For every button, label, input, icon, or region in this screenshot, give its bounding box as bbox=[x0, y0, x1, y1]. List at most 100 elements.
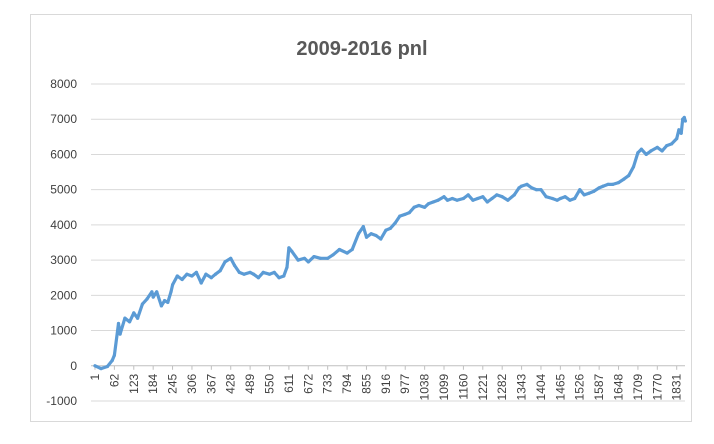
x-tick-label: 1709 bbox=[631, 373, 645, 400]
data-point bbox=[582, 193, 586, 197]
data-point bbox=[423, 205, 427, 209]
x-tick-label: 1343 bbox=[515, 373, 529, 400]
data-point bbox=[185, 272, 189, 276]
data-point bbox=[636, 151, 640, 155]
data-point bbox=[272, 270, 276, 274]
data-point bbox=[611, 182, 615, 186]
data-point bbox=[495, 193, 499, 197]
data-point bbox=[412, 205, 416, 209]
series-layer bbox=[93, 115, 687, 371]
x-tick-label: 245 bbox=[166, 373, 180, 393]
data-point bbox=[218, 269, 222, 273]
data-point bbox=[407, 211, 411, 215]
x-tick-label: 550 bbox=[263, 373, 277, 393]
data-point bbox=[163, 299, 167, 303]
data-point bbox=[601, 184, 605, 188]
data-point bbox=[431, 200, 435, 204]
data-point bbox=[398, 214, 402, 218]
x-tick-label: 123 bbox=[127, 373, 141, 393]
data-point bbox=[445, 198, 450, 202]
data-point bbox=[242, 272, 246, 276]
y-tick-label: -1000 bbox=[46, 394, 77, 408]
x-tick-label: 1648 bbox=[612, 373, 626, 400]
data-point bbox=[471, 198, 475, 202]
data-point bbox=[136, 316, 140, 320]
x-tick-label: 1404 bbox=[534, 373, 548, 400]
data-point bbox=[118, 332, 122, 336]
data-point bbox=[267, 272, 272, 276]
data-point bbox=[190, 274, 194, 278]
data-point bbox=[350, 247, 354, 252]
data-point bbox=[679, 131, 683, 135]
x-tick-label: 672 bbox=[301, 373, 315, 393]
data-point bbox=[558, 196, 563, 201]
data-point bbox=[555, 198, 559, 202]
data-point bbox=[436, 198, 440, 202]
y-tick-label: 5000 bbox=[50, 183, 77, 197]
data-point bbox=[442, 195, 446, 199]
data-point bbox=[171, 283, 175, 287]
data-point bbox=[116, 321, 121, 326]
data-point bbox=[622, 177, 626, 181]
data-point bbox=[534, 188, 539, 192]
data-point bbox=[213, 272, 218, 276]
data-point bbox=[481, 195, 485, 199]
x-tick-label: 977 bbox=[398, 373, 412, 393]
y-tick-label: 3000 bbox=[50, 253, 77, 267]
data-point bbox=[229, 256, 233, 260]
data-point bbox=[476, 196, 480, 201]
x-tick-label: 1038 bbox=[418, 373, 432, 400]
data-point bbox=[155, 290, 159, 294]
x-tick-label: 489 bbox=[243, 373, 257, 393]
data-point bbox=[517, 186, 521, 190]
data-point bbox=[237, 270, 241, 274]
data-point bbox=[639, 147, 644, 151]
data-point bbox=[345, 251, 349, 255]
data-point bbox=[99, 367, 103, 371]
y-axis-ticks: 8000 7000 6000 5000 4000 3000 2000 1000 0 -1000 bbox=[46, 77, 77, 408]
data-point bbox=[364, 235, 369, 239]
data-point bbox=[282, 274, 286, 278]
x-tick-label: 1465 bbox=[553, 373, 567, 400]
y-tick-label: 6000 bbox=[50, 147, 77, 161]
data-point bbox=[209, 276, 213, 280]
x-tick-label: 1099 bbox=[437, 373, 451, 400]
data-point bbox=[277, 276, 281, 280]
y-tick-label: 7000 bbox=[50, 112, 77, 126]
data-point bbox=[112, 353, 116, 357]
x-tick-label: 733 bbox=[321, 373, 335, 393]
x-tick-label: 855 bbox=[359, 373, 373, 393]
data-point bbox=[248, 270, 252, 274]
data-point bbox=[361, 225, 365, 229]
data-point bbox=[132, 311, 136, 315]
data-point bbox=[606, 182, 610, 186]
data-point bbox=[261, 270, 265, 274]
data-point bbox=[110, 358, 114, 363]
data-point bbox=[123, 316, 127, 320]
x-tick-label: 306 bbox=[185, 373, 199, 393]
data-point bbox=[466, 193, 470, 197]
data-point bbox=[379, 237, 383, 241]
data-point bbox=[455, 198, 459, 202]
data-point bbox=[627, 174, 631, 178]
data-point bbox=[550, 196, 555, 201]
data-point bbox=[682, 115, 686, 120]
data-point bbox=[525, 182, 529, 186]
data-point bbox=[180, 277, 184, 282]
data-point bbox=[490, 196, 494, 201]
data-point bbox=[159, 304, 163, 308]
data-point bbox=[670, 142, 674, 146]
data-point bbox=[644, 152, 648, 156]
data-point bbox=[337, 247, 341, 252]
data-point bbox=[660, 149, 664, 153]
chart-title: 2009-2016 pnl bbox=[296, 38, 427, 60]
x-tick-label: 367 bbox=[204, 373, 218, 393]
data-point bbox=[145, 297, 149, 301]
data-point bbox=[194, 270, 198, 274]
data-point bbox=[312, 255, 316, 259]
data-point bbox=[665, 144, 669, 148]
data-point bbox=[563, 195, 567, 199]
data-point bbox=[587, 191, 591, 195]
data-point bbox=[151, 295, 155, 299]
data-point bbox=[520, 184, 524, 188]
